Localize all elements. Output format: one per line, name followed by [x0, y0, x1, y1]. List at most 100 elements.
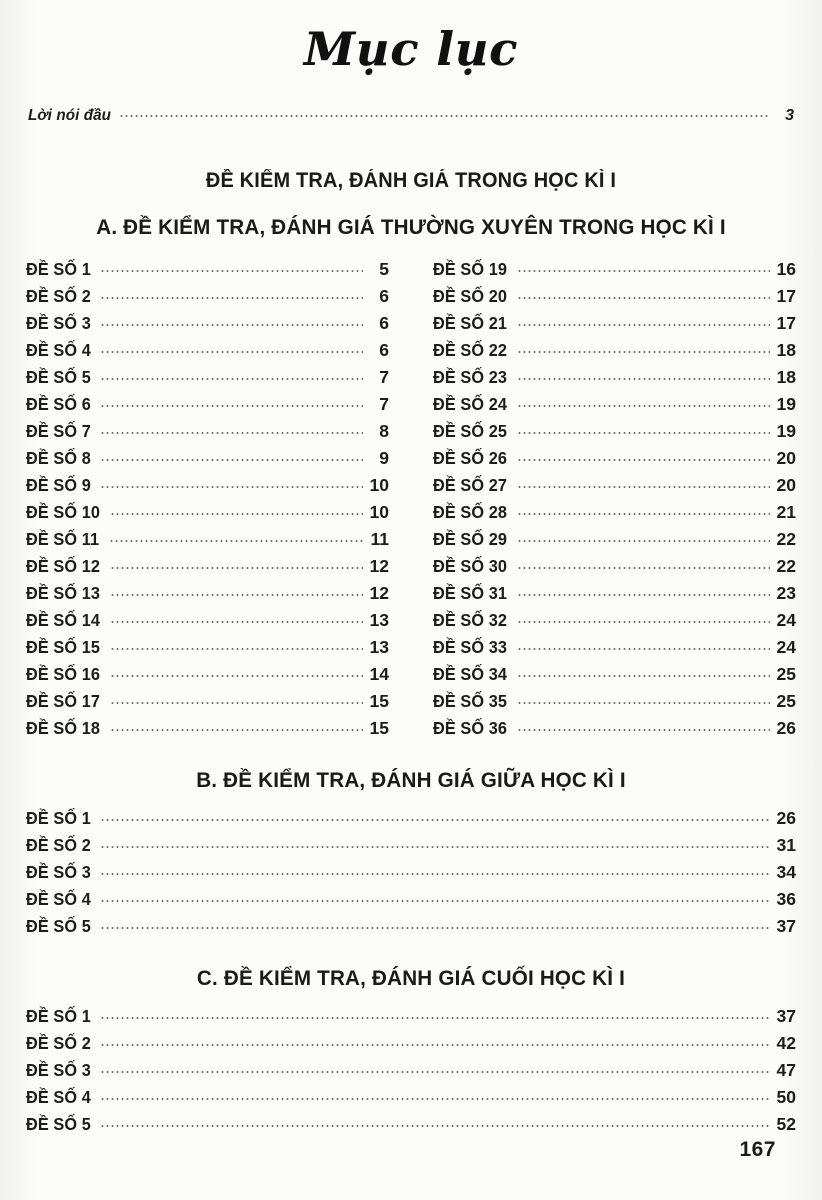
dot-leader: [516, 690, 770, 708]
main-heading: ĐỀ KIỂM TRA, ĐÁNH GIÁ TRONG HỌC KÌ I: [205, 169, 617, 192]
toc-entry-label: ĐỀ SỐ 6: [26, 394, 91, 414]
toc-row[interactable]: ĐỀ SỐ 15 13: [26, 634, 389, 661]
toc-entry-label: ĐỀ SỐ 13: [26, 583, 101, 603]
toc-row[interactable]: ĐỀ SỐ 5 7: [26, 364, 389, 391]
toc-entry-label: ĐỀ SỐ 35: [433, 691, 508, 711]
toc-entry-page: 19: [776, 421, 796, 441]
toc-entry-page: 9: [379, 448, 389, 468]
toc-row[interactable]: ĐỀ SỐ 1 5: [26, 256, 389, 283]
toc-row[interactable]: ĐỀ SỐ 1 37: [26, 1003, 796, 1030]
toc-row[interactable]: ĐỀ SỐ 4 36: [26, 886, 796, 913]
toc-row[interactable]: ĐỀ SỐ 36 26: [433, 715, 796, 742]
toc-entry-page: 23: [776, 583, 796, 603]
dot-leader: [516, 474, 770, 492]
toc-row[interactable]: ĐỀ SỐ 10 10: [26, 499, 389, 526]
toc-entry-label: ĐỀ SỐ 5: [26, 1114, 91, 1134]
toc-row[interactable]: ĐỀ SỐ 26 20: [433, 445, 796, 472]
toc-entry-page: 24: [776, 610, 796, 630]
toc-row[interactable]: ĐỀ SỐ 18 15: [26, 715, 389, 742]
toc-row[interactable]: ĐỀ SỐ 3 6: [26, 310, 389, 337]
toc-entry-label: ĐỀ SỐ 14: [26, 610, 101, 630]
dot-leader: [99, 915, 770, 933]
toc-entry-page: 3: [785, 107, 794, 124]
toc-entry-label: ĐỀ SỐ 10: [26, 502, 101, 522]
dot-leader: [99, 474, 363, 492]
toc-row[interactable]: ĐỀ SỐ 35 25: [433, 688, 796, 715]
toc-row[interactable]: ĐỀ SỐ 13 12: [26, 580, 389, 607]
toc-row[interactable]: ĐỀ SỐ 5 52: [26, 1111, 796, 1138]
toc-entry-page: 10: [369, 475, 389, 495]
dot-leader: [99, 258, 363, 276]
toc-entry-page: 16: [776, 259, 796, 279]
dot-leader: [99, 447, 363, 465]
dot-leader: [99, 1059, 770, 1077]
toc-entry-page: 7: [379, 367, 389, 387]
toc-row[interactable]: ĐỀ SỐ 11 11: [26, 526, 389, 553]
toc-row[interactable]: ĐỀ SỐ 8 9: [26, 445, 389, 472]
toc-row[interactable]: ĐỀ SỐ 9 10: [26, 472, 389, 499]
toc-row[interactable]: ĐỀ SỐ 21 17: [433, 310, 796, 337]
toc-entry-page: 12: [369, 583, 389, 603]
toc-row[interactable]: ĐỀ SỐ 23 18: [433, 364, 796, 391]
toc-row[interactable]: ĐỀ SỐ 25 19: [433, 418, 796, 445]
toc-row[interactable]: ĐỀ SỐ 16 14: [26, 661, 389, 688]
dot-leader: [516, 258, 770, 276]
dot-leader: [109, 663, 363, 681]
toc-row[interactable]: ĐỀ SỐ 22 18: [433, 337, 796, 364]
toc-row[interactable]: ĐỀ SỐ 7 8: [26, 418, 389, 445]
toc-entry-page: 50: [776, 1087, 796, 1107]
toc-row[interactable]: ĐỀ SỐ 2 6: [26, 283, 389, 310]
toc-entry-label: ĐỀ SỐ 3: [26, 313, 91, 333]
toc-row[interactable]: ĐỀ SỐ 6 7: [26, 391, 389, 418]
toc-row[interactable]: ĐỀ SỐ 17 15: [26, 688, 389, 715]
toc-row[interactable]: ĐỀ SỐ 27 20: [433, 472, 796, 499]
toc-row[interactable]: ĐỀ SỐ 20 17: [433, 283, 796, 310]
toc-entry-label: ĐỀ SỐ 26: [433, 448, 508, 468]
toc-entry-label: ĐỀ SỐ 21: [433, 313, 508, 333]
toc-entry-page: 26: [776, 718, 796, 738]
toc-entry-page: 6: [379, 286, 389, 306]
toc-row[interactable]: ĐỀ SỐ 31 23: [433, 580, 796, 607]
dot-leader: [516, 447, 770, 465]
toc-row[interactable]: ĐỀ SỐ 24 19: [433, 391, 796, 418]
toc-row[interactable]: ĐỀ SỐ 12 12: [26, 553, 389, 580]
dot-leader: [516, 420, 770, 438]
toc-entry-label: ĐỀ SỐ 1: [26, 259, 91, 279]
dot-leader: [109, 690, 363, 708]
dot-leader: [516, 582, 770, 600]
toc-entry-label: ĐỀ SỐ 22: [433, 340, 508, 360]
dot-leader: [109, 717, 363, 735]
dot-leader: [99, 366, 363, 384]
toc-row[interactable]: ĐỀ SỐ 14 13: [26, 607, 389, 634]
toc-row-preface[interactable]: Lời nói đầu 3: [28, 102, 794, 129]
toc-row[interactable]: ĐỀ SỐ 32 24: [433, 607, 796, 634]
toc-row[interactable]: ĐỀ SỐ 2 42: [26, 1030, 796, 1057]
toc-row[interactable]: ĐỀ SỐ 28 21: [433, 499, 796, 526]
toc-entry-page: 12: [369, 556, 389, 576]
toc-row[interactable]: ĐỀ SỐ 5 37: [26, 913, 796, 940]
toc-row[interactable]: ĐỀ SỐ 4 6: [26, 337, 389, 364]
dot-leader: [109, 609, 363, 627]
toc-row[interactable]: ĐỀ SỐ 33 24: [433, 634, 796, 661]
toc-entry-label: Lời nói đầu: [28, 107, 112, 124]
toc-row[interactable]: ĐỀ SỐ 19 16: [433, 256, 796, 283]
toc-row[interactable]: ĐỀ SỐ 2 31: [26, 832, 796, 859]
toc-row[interactable]: ĐỀ SỐ 30 22: [433, 553, 796, 580]
toc-row[interactable]: ĐỀ SỐ 3 47: [26, 1057, 796, 1084]
toc-entry-label: ĐỀ SỐ 15: [26, 637, 101, 657]
toc-row[interactable]: ĐỀ SỐ 3 34: [26, 859, 796, 886]
toc-entry-page: 22: [776, 529, 796, 549]
toc-row[interactable]: ĐỀ SỐ 1 26: [26, 805, 796, 832]
toc-entry-label: ĐỀ SỐ 11: [26, 529, 100, 549]
toc-entry-label: ĐỀ SỐ 1: [26, 1006, 91, 1026]
toc-entry-page: 17: [776, 286, 796, 306]
toc-entry-page: 26: [776, 808, 796, 828]
toc-row[interactable]: ĐỀ SỐ 34 25: [433, 661, 796, 688]
dot-leader: [516, 528, 770, 546]
toc-row[interactable]: ĐỀ SỐ 4 50: [26, 1084, 796, 1111]
toc-entry-page: 6: [379, 340, 389, 360]
toc-row[interactable]: ĐỀ SỐ 29 22: [433, 526, 796, 553]
section-heading-c: C. ĐỀ KIỂM TRA, ĐÁNH GIÁ CUỐI HỌC KÌ I: [196, 966, 626, 990]
